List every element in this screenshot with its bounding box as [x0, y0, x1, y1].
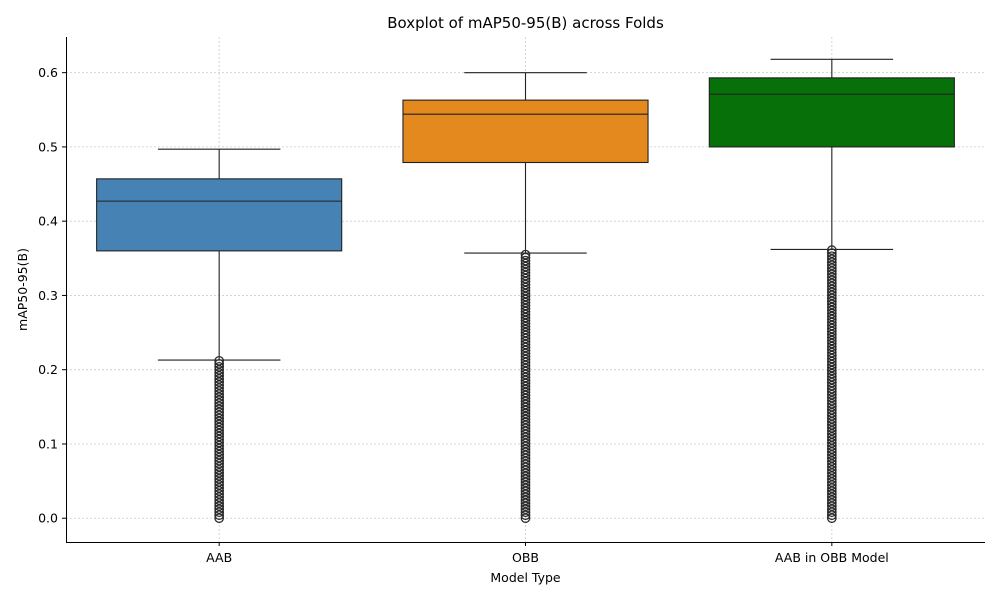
- y-tick-label: 0.0: [38, 511, 58, 526]
- outlier-point: [214, 425, 225, 436]
- outlier-point: [214, 404, 225, 415]
- outlier-point: [214, 483, 225, 493]
- box-iqr: [96, 178, 343, 252]
- outlier-point: [826, 248, 837, 259]
- x-tick-label: OBB: [512, 550, 539, 565]
- outlier-point: [214, 452, 225, 463]
- outlier-point: [214, 365, 225, 375]
- outlier-point: [214, 486, 225, 496]
- x-tick-label: AAB: [206, 550, 232, 565]
- outlier-point: [214, 355, 225, 366]
- outlier-point: [214, 407, 225, 418]
- outlier-point: [214, 428, 225, 439]
- box-group: [708, 58, 955, 524]
- box-iqr: [708, 77, 955, 148]
- outlier-point: [214, 513, 225, 524]
- outlier-point: [214, 413, 225, 424]
- outlier-point: [826, 245, 837, 255]
- outlier-point: [214, 371, 225, 381]
- outlier-group: [826, 245, 837, 524]
- outlier-point: [214, 480, 225, 490]
- outlier-point: [214, 458, 225, 469]
- outlier-point: [214, 455, 225, 466]
- outlier-point: [214, 419, 225, 430]
- outlier-point: [214, 464, 225, 475]
- outlier-point: [214, 440, 225, 451]
- outlier-point: [214, 489, 225, 499]
- outlier-point: [214, 383, 225, 393]
- boxes: [96, 58, 955, 524]
- outlier-point: [214, 389, 225, 399]
- outlier-point: [214, 495, 225, 505]
- outlier-point: [520, 249, 531, 260]
- box-iqr: [402, 99, 649, 164]
- x-tick-label: AAB in OBB Model: [775, 550, 889, 565]
- outlier-point: [214, 410, 225, 421]
- outlier-point: [214, 361, 225, 372]
- outlier-group: [520, 249, 531, 524]
- outlier-point: [214, 422, 225, 433]
- outlier-point: [214, 470, 225, 481]
- y-tick-label: 0.2: [38, 362, 58, 377]
- outlier-point: [214, 510, 225, 521]
- outlier-point: [214, 467, 225, 478]
- outlier-point: [214, 401, 225, 412]
- ticks: 0.0 0.1 0.2 0.3 0.4 0.5 0.6 AAB OBB AAB in OBB Mo…: [38, 65, 889, 565]
- outlier-point: [214, 504, 225, 515]
- box-group: [96, 148, 343, 524]
- x-axis-label: Model Type: [490, 570, 561, 585]
- outlier-point: [214, 501, 225, 511]
- outlier-point: [214, 380, 225, 390]
- outlier-point: [214, 437, 225, 448]
- outlier-point: [214, 368, 225, 378]
- outlier-point: [214, 431, 225, 442]
- outlier-point: [214, 377, 225, 387]
- outlier-point: [520, 252, 531, 263]
- y-tick-label: 0.4: [38, 214, 58, 229]
- outlier-point: [520, 255, 531, 266]
- outlier-point: [214, 449, 225, 460]
- outlier-point: [214, 507, 225, 518]
- outlier-point: [214, 492, 225, 502]
- outlier-point: [214, 416, 225, 427]
- outlier-point: [826, 251, 837, 262]
- outlier-point: [214, 498, 225, 508]
- y-axis-label: mAP50-95(B): [15, 248, 30, 331]
- outlier-point: [214, 374, 225, 384]
- outlier-point: [214, 386, 225, 396]
- box-group: [402, 72, 649, 524]
- outlier-point: [214, 358, 225, 369]
- chart-title: Boxplot of mAP50-95(B) across Folds: [387, 14, 664, 32]
- outlier-point: [214, 477, 225, 487]
- outlier-point: [214, 446, 225, 457]
- y-tick-label: 0.5: [38, 139, 58, 154]
- outlier-point: [214, 434, 225, 445]
- outlier-group: [214, 355, 225, 524]
- y-tick-label: 0.3: [38, 288, 58, 303]
- outlier-point: [214, 474, 225, 484]
- outlier-point: [214, 398, 225, 409]
- outlier-point: [214, 443, 225, 454]
- y-tick-label: 0.1: [38, 436, 58, 451]
- y-tick-label: 0.6: [38, 65, 58, 80]
- outlier-point: [214, 395, 225, 406]
- outlier-point: [214, 392, 225, 402]
- outlier-point: [214, 461, 225, 472]
